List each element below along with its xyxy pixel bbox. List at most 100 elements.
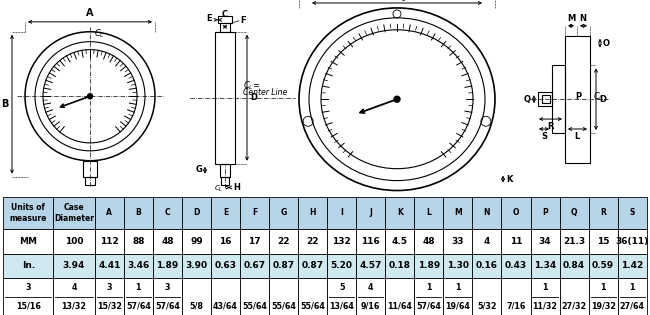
Bar <box>589 254 617 278</box>
Text: 1: 1 <box>542 283 548 292</box>
Text: 11: 11 <box>510 237 522 246</box>
Text: 13/32: 13/32 <box>62 301 86 310</box>
Bar <box>85 177 95 185</box>
Text: 22: 22 <box>306 237 319 246</box>
Text: K: K <box>506 175 512 184</box>
Bar <box>618 278 647 315</box>
Bar <box>560 197 589 229</box>
Text: In.: In. <box>21 261 35 271</box>
Bar <box>211 278 240 315</box>
Bar <box>618 229 647 254</box>
Text: 3.90: 3.90 <box>185 261 207 271</box>
Bar <box>153 229 182 254</box>
Text: $C_L$: $C_L$ <box>593 91 604 104</box>
Bar <box>414 278 443 315</box>
Text: N: N <box>580 14 586 23</box>
Text: 99: 99 <box>190 237 203 246</box>
Text: 132: 132 <box>332 237 351 246</box>
Bar <box>240 229 269 254</box>
Text: 15/16: 15/16 <box>16 301 41 310</box>
Bar <box>414 197 443 229</box>
Bar <box>124 278 153 315</box>
Bar <box>565 36 590 163</box>
Text: 55/64: 55/64 <box>300 301 325 310</box>
Bar <box>327 254 356 278</box>
Text: $C_L$=: $C_L$= <box>243 80 261 92</box>
Bar <box>3 197 53 229</box>
Text: 1.89: 1.89 <box>156 261 179 271</box>
Text: 1: 1 <box>601 283 606 292</box>
Text: B: B <box>135 208 141 217</box>
Bar <box>220 164 230 177</box>
Bar <box>211 229 240 254</box>
Text: 17: 17 <box>248 237 261 246</box>
Text: 3: 3 <box>107 283 112 292</box>
Bar <box>218 16 232 23</box>
Bar <box>240 197 269 229</box>
Text: 0.63: 0.63 <box>214 261 237 271</box>
Text: 3.94: 3.94 <box>63 261 85 271</box>
Text: G: G <box>280 208 287 217</box>
Text: 27/64: 27/64 <box>619 301 645 310</box>
Text: E: E <box>207 14 212 23</box>
Text: 19/32: 19/32 <box>591 301 616 310</box>
Text: A: A <box>107 208 112 217</box>
Bar <box>356 229 385 254</box>
Bar <box>473 278 502 315</box>
Bar <box>53 197 95 229</box>
Bar <box>124 229 153 254</box>
Text: 33: 33 <box>452 237 464 246</box>
Text: M: M <box>454 208 462 217</box>
Text: F: F <box>252 208 257 217</box>
Text: 57/64: 57/64 <box>155 301 180 310</box>
Text: 0.59: 0.59 <box>592 261 614 271</box>
Text: S: S <box>541 132 547 141</box>
Bar <box>95 254 124 278</box>
Text: Units of
measure: Units of measure <box>10 203 47 222</box>
Text: Q: Q <box>524 95 531 104</box>
Bar <box>153 254 182 278</box>
Text: 1: 1 <box>455 283 461 292</box>
Bar <box>560 229 589 254</box>
Bar <box>182 278 211 315</box>
Text: 55/64: 55/64 <box>271 301 296 310</box>
Text: Center Line: Center Line <box>243 88 287 97</box>
Text: 22: 22 <box>278 237 290 246</box>
Bar <box>124 254 153 278</box>
Bar <box>473 197 502 229</box>
Bar <box>3 278 53 315</box>
Text: 4: 4 <box>72 283 77 292</box>
Text: D: D <box>599 95 606 104</box>
Bar <box>530 278 560 315</box>
Text: G: G <box>195 165 202 174</box>
Text: 55/64: 55/64 <box>242 301 267 310</box>
Circle shape <box>88 94 92 99</box>
Text: 0.67: 0.67 <box>244 261 266 271</box>
Bar <box>240 278 269 315</box>
Text: 3: 3 <box>25 283 31 292</box>
Text: 43/64: 43/64 <box>213 301 238 310</box>
Text: 0.18: 0.18 <box>389 261 411 271</box>
Text: L: L <box>426 208 432 217</box>
Text: E: E <box>223 208 228 217</box>
Text: 4.5: 4.5 <box>392 237 408 246</box>
Bar <box>298 229 327 254</box>
Text: 4: 4 <box>484 237 490 246</box>
Text: 0.16: 0.16 <box>476 261 498 271</box>
Bar <box>560 254 589 278</box>
Bar <box>95 197 124 229</box>
Text: 0.84: 0.84 <box>563 261 585 271</box>
Bar <box>327 278 356 315</box>
Text: O: O <box>513 208 519 217</box>
Bar <box>502 254 530 278</box>
Text: 57/64: 57/64 <box>126 301 151 310</box>
Text: 3.46: 3.46 <box>127 261 150 271</box>
Bar <box>95 229 124 254</box>
Bar <box>3 254 53 278</box>
Bar <box>327 229 356 254</box>
Text: 27/32: 27/32 <box>562 301 587 310</box>
Bar <box>298 197 327 229</box>
Bar <box>385 229 414 254</box>
Bar <box>443 197 473 229</box>
Text: R: R <box>548 122 554 131</box>
